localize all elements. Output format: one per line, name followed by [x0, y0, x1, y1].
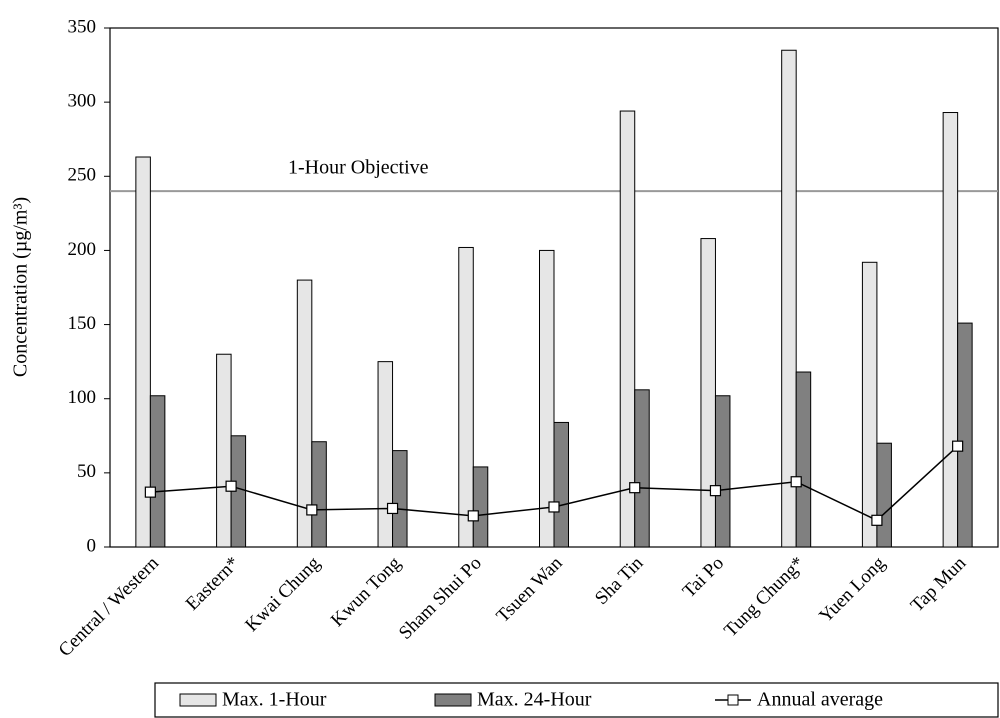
legend: Max. 1-Hour Max. 24-Hour Annual average: [154, 682, 999, 718]
bar: [472, 466, 489, 548]
marker: [548, 501, 560, 513]
legend-swatch: [179, 693, 217, 707]
marker: [871, 514, 883, 526]
bar: [795, 371, 812, 548]
y-tick-label: 250: [68, 165, 97, 186]
x-tick-label: Tsuen Wan: [492, 552, 566, 626]
bar: [392, 450, 408, 548]
marker: [144, 486, 156, 498]
bar: [876, 442, 892, 548]
marker: [386, 502, 399, 515]
bar: [861, 261, 878, 548]
y-tick-label: 200: [68, 239, 97, 260]
bar: [781, 49, 797, 548]
bar: [458, 246, 474, 548]
bar: [957, 322, 973, 548]
x-tick-label: Tap Mun: [907, 552, 971, 616]
bar: [216, 353, 232, 548]
x-tick-label: Kwun Tong: [327, 552, 406, 631]
legend-label: Max. 1-Hour: [222, 689, 327, 711]
bar: [634, 389, 650, 548]
x-tick-label: Sha Tin: [591, 552, 648, 609]
objective-label: 1-Hour Objective: [288, 157, 429, 179]
marker: [306, 504, 318, 516]
marker: [467, 510, 479, 522]
y-tick-label: 100: [68, 387, 97, 408]
x-tick-label: Sham Shui Po: [395, 553, 486, 644]
x-tick-label: Eastern*: [182, 553, 244, 615]
bar: [135, 156, 151, 548]
legend-swatch: [727, 694, 739, 706]
bar: [553, 421, 569, 548]
bar: [619, 110, 636, 548]
marker: [225, 480, 237, 492]
bar: [539, 249, 555, 548]
y-tick-label: 0: [87, 535, 97, 556]
y-tick-label: 350: [68, 16, 97, 37]
x-tick-label: Tung Chung*: [720, 553, 809, 642]
marker: [629, 482, 641, 494]
bar: [149, 395, 166, 548]
x-tick-label: Yuen Long: [815, 552, 890, 627]
bar: [942, 112, 959, 548]
y-axis-label: Concentration (µg/m³): [10, 197, 32, 377]
bar: [377, 361, 394, 548]
bar: [714, 395, 731, 548]
bar: [296, 279, 313, 548]
legend-box: [154, 682, 999, 718]
x-tick-label: Kwai Chung: [241, 552, 324, 635]
x-tick-label: Tai Po: [679, 553, 728, 602]
marker: [790, 476, 802, 488]
marker: [709, 485, 722, 497]
legend-label: Annual average: [757, 689, 883, 711]
bar: [311, 441, 327, 548]
bar: [700, 238, 716, 548]
y-tick-label: 50: [77, 461, 96, 482]
legend-swatch: [434, 693, 472, 707]
x-tick-label: Central / Western: [55, 552, 164, 661]
y-tick-label: 300: [68, 91, 97, 112]
legend-label: Max. 24-Hour: [477, 689, 592, 711]
y-tick-label: 150: [68, 313, 97, 334]
marker: [952, 440, 964, 452]
